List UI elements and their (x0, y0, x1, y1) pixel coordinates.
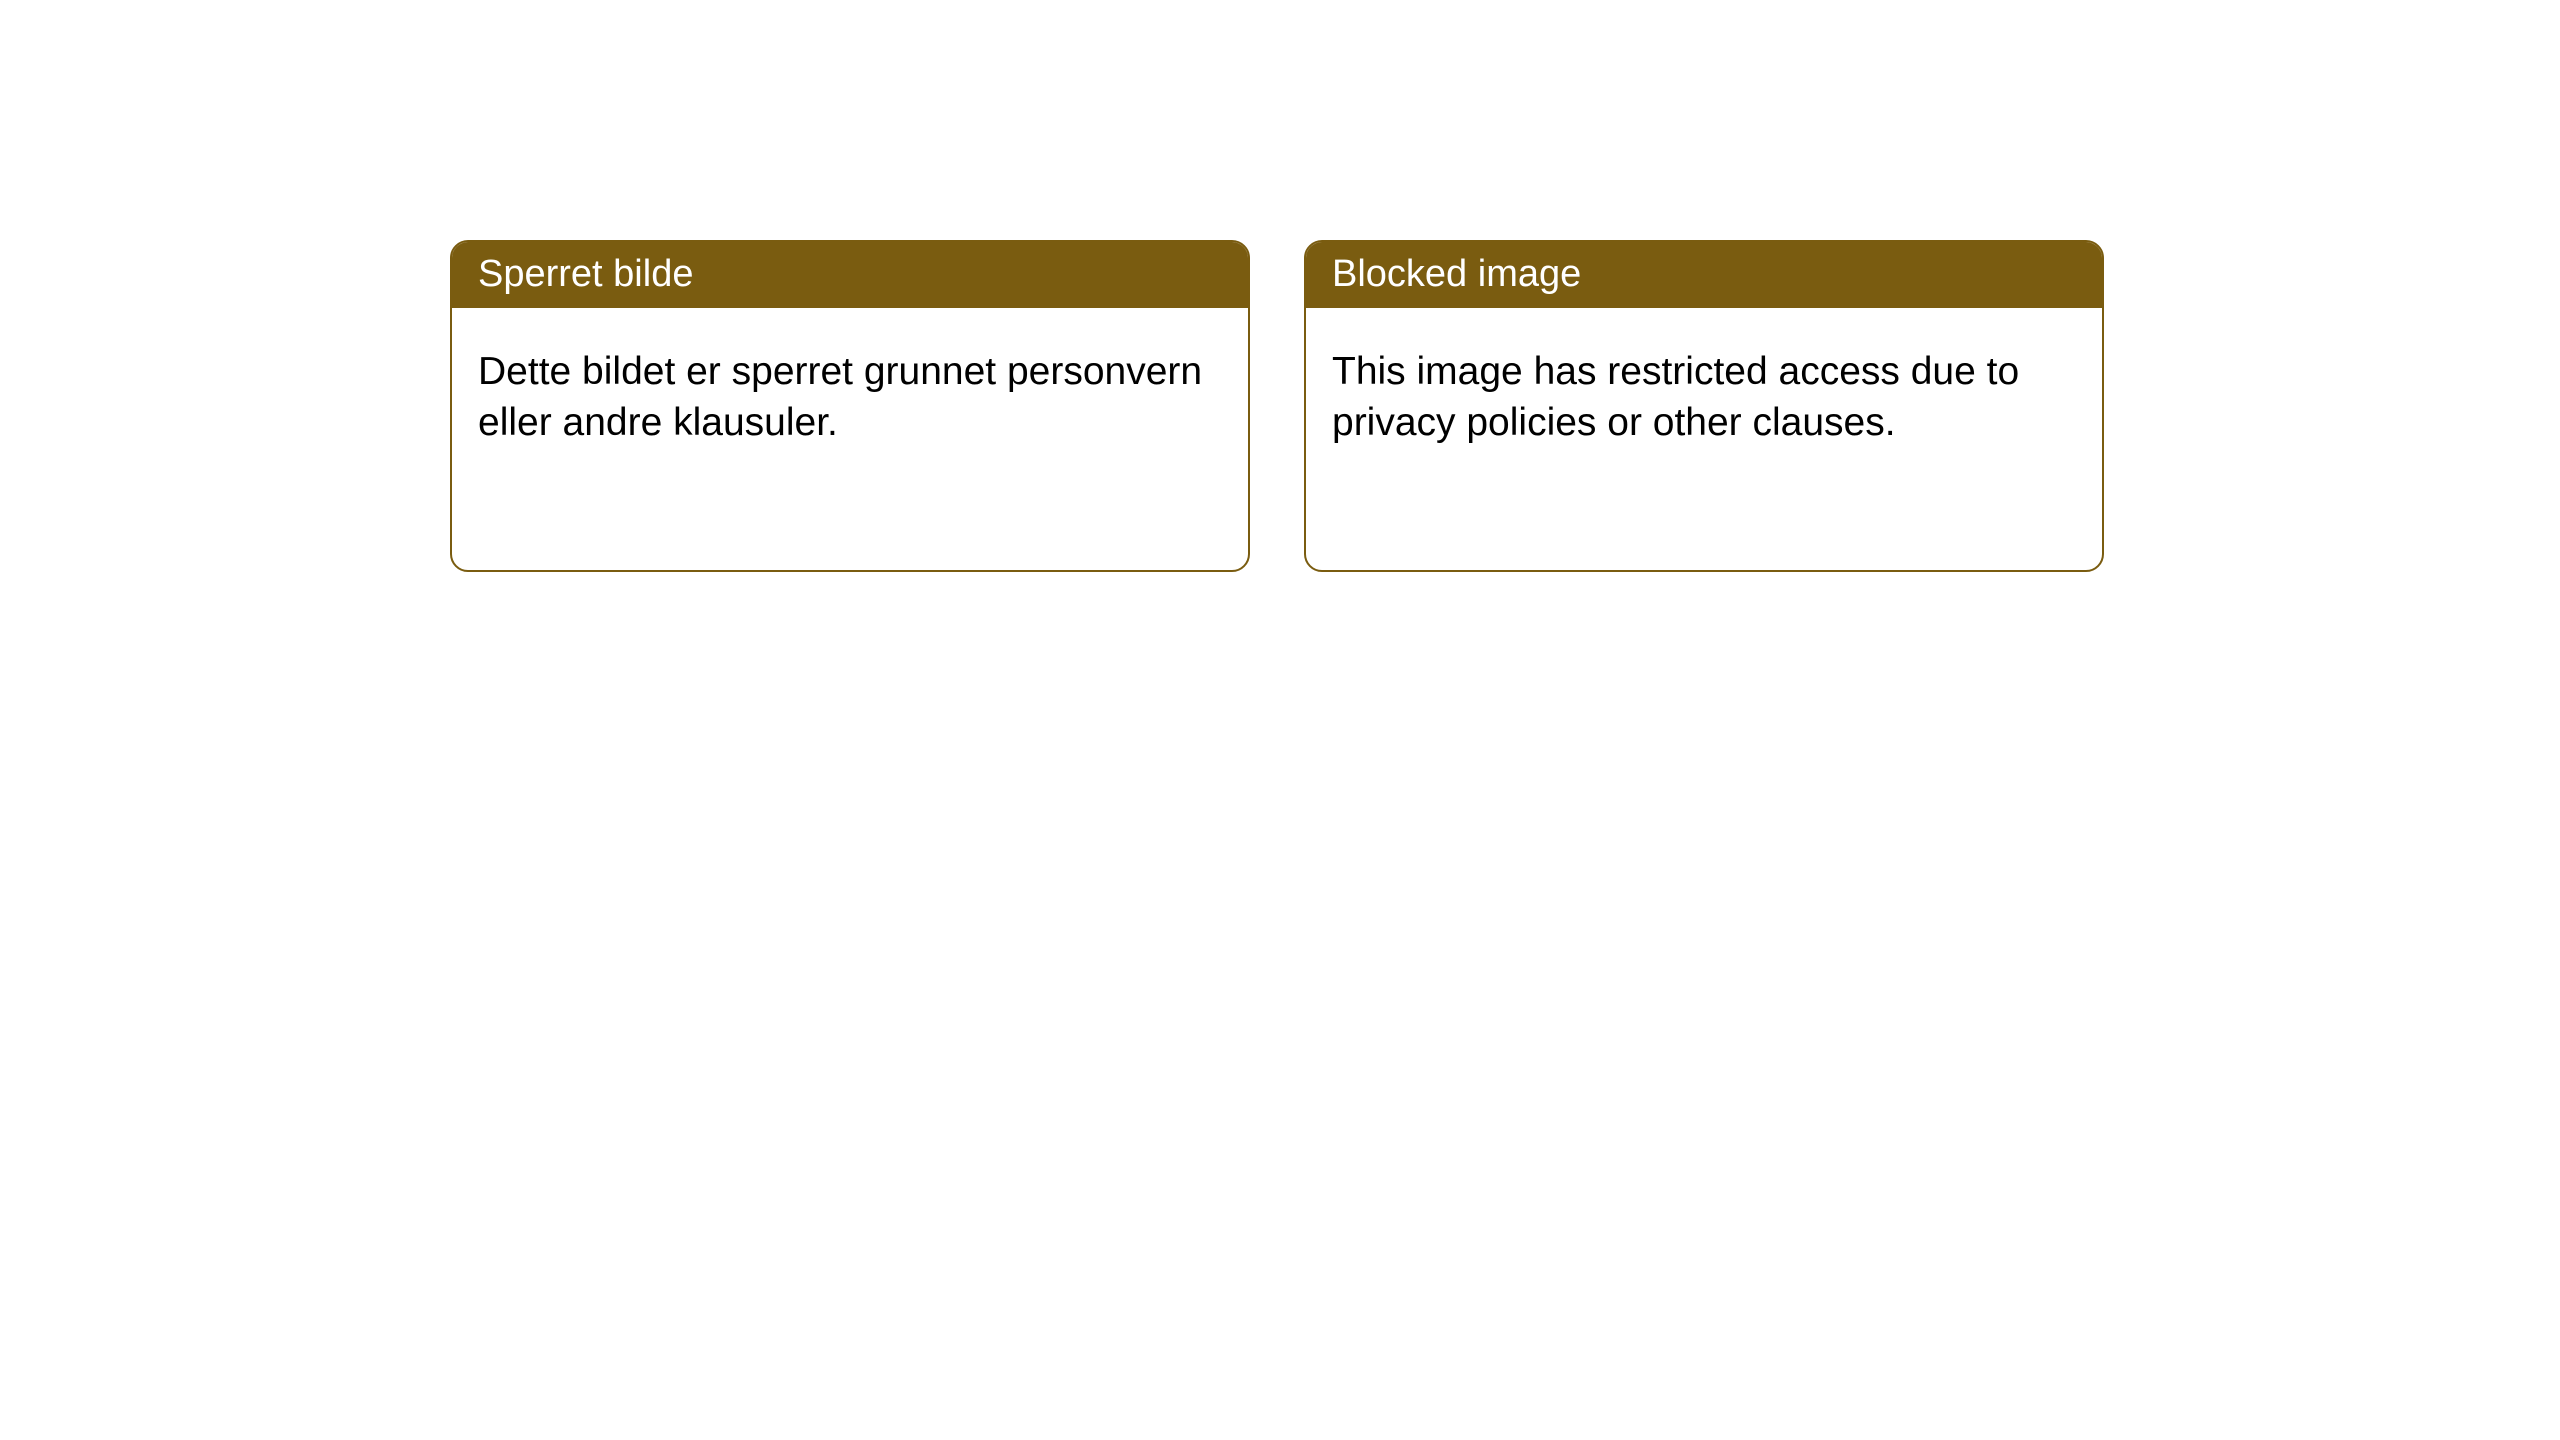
card-body: This image has restricted access due to … (1306, 308, 2102, 476)
card-header: Blocked image (1306, 242, 2102, 308)
blocked-image-card-en: Blocked image This image has restricted … (1304, 240, 2104, 572)
card-body: Dette bildet er sperret grunnet personve… (452, 308, 1248, 476)
blocked-image-card-no: Sperret bilde Dette bildet er sperret gr… (450, 240, 1250, 572)
notice-cards-container: Sperret bilde Dette bildet er sperret gr… (0, 0, 2560, 572)
card-header: Sperret bilde (452, 242, 1248, 308)
